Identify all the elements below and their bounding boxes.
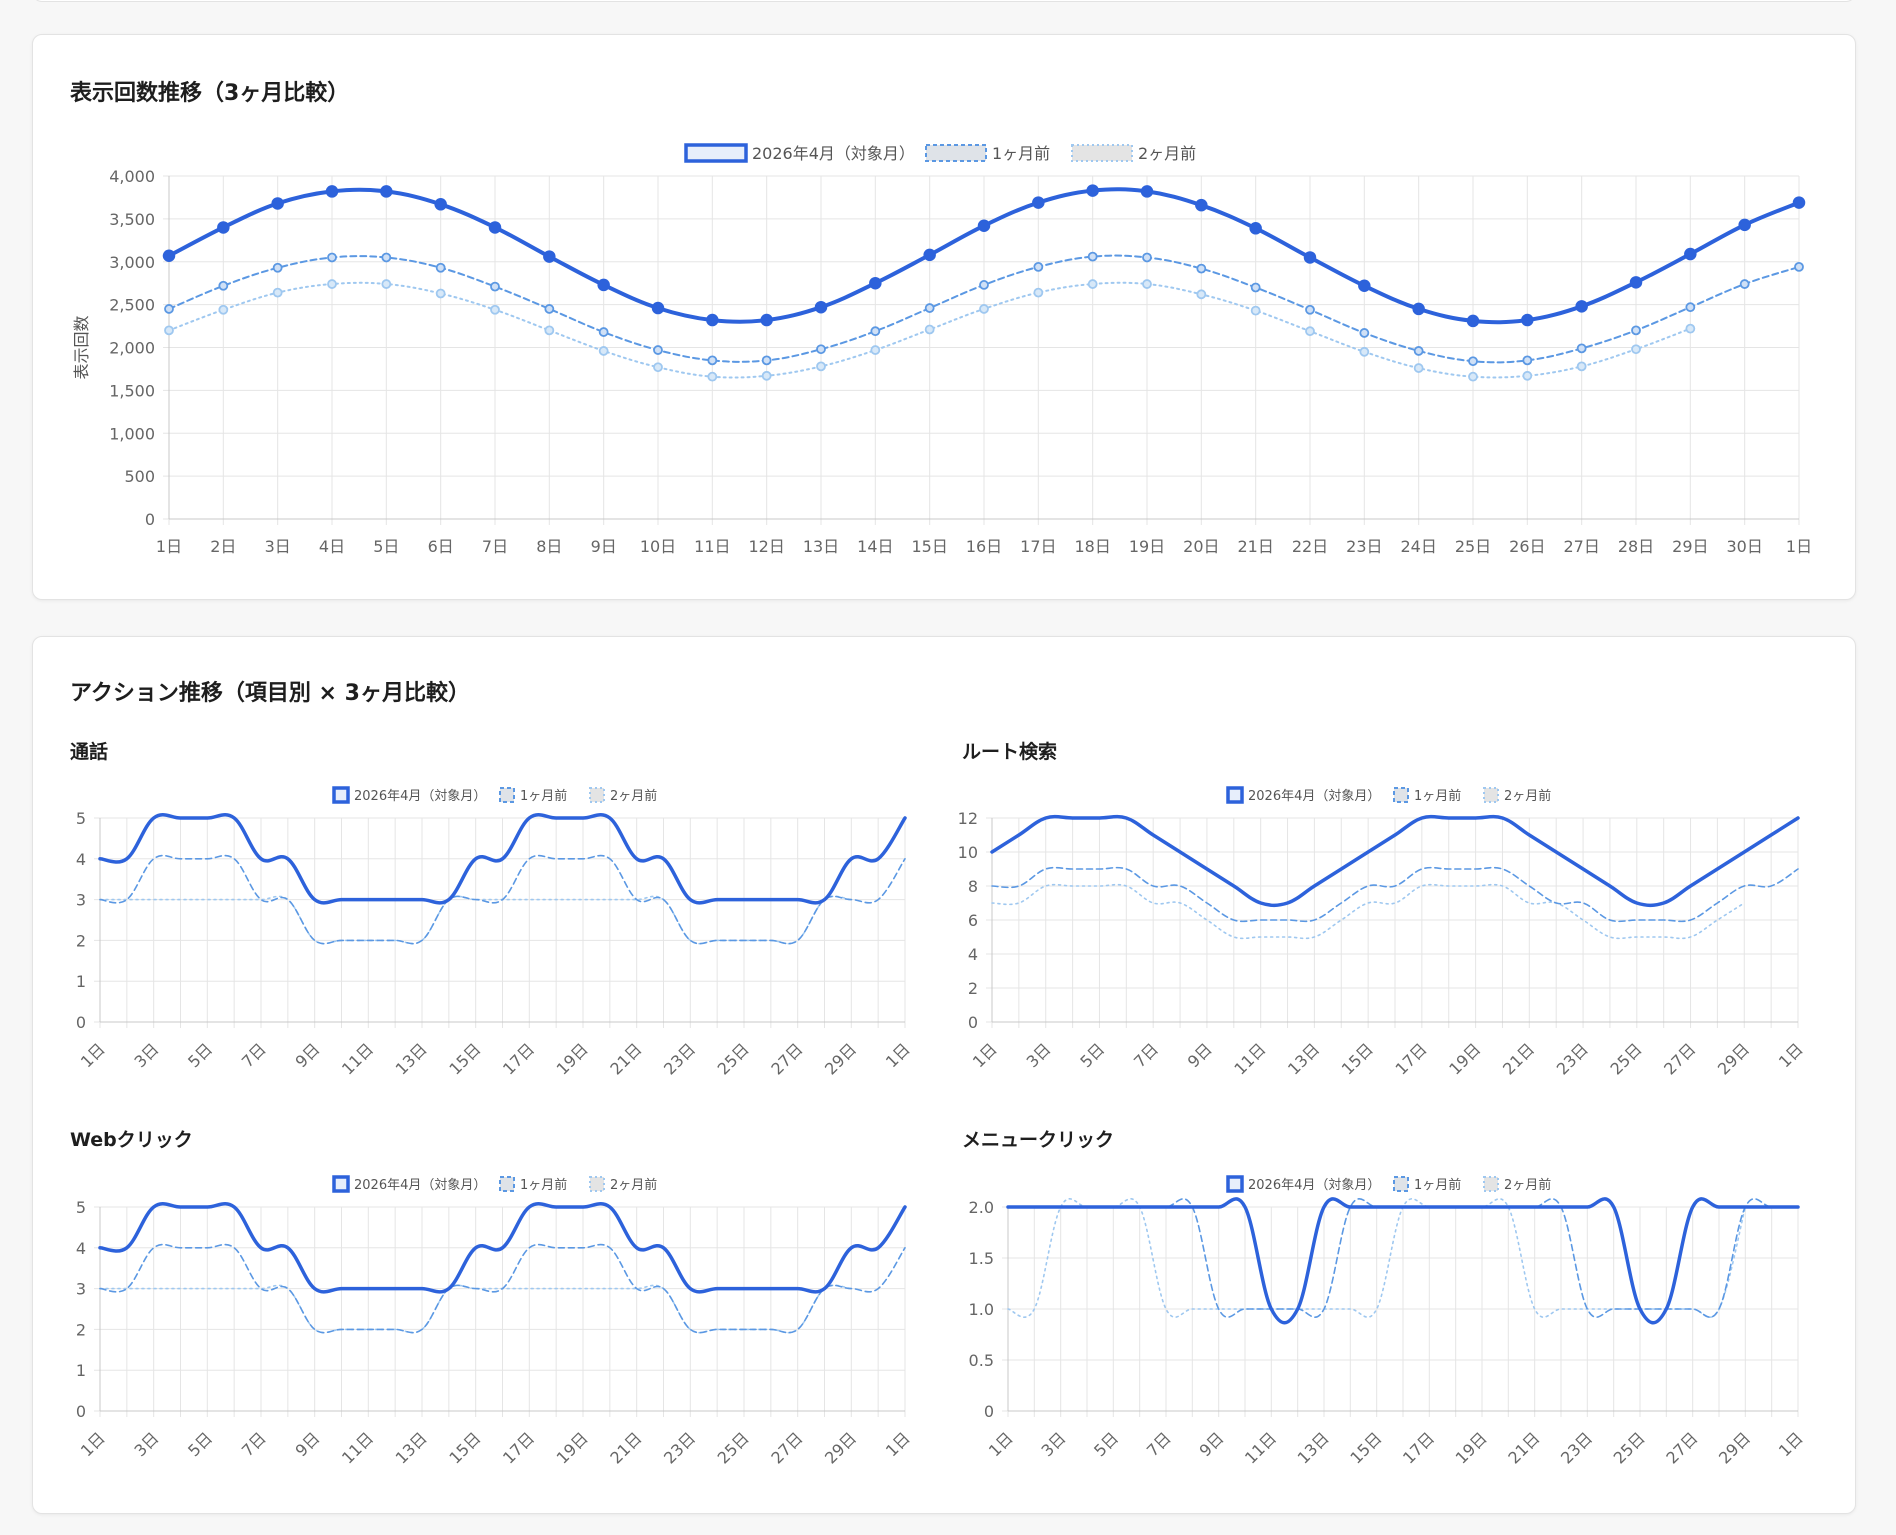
impressions-card: 表示回数推移（3ヶ月比較）: [32, 34, 1856, 600]
chart-title-web: Webクリック: [70, 1129, 193, 1151]
chart-title-route: ルート検索: [962, 741, 1058, 763]
previous-card-edge: [32, 0, 1856, 2]
chart-title-calls: 通話: [70, 741, 109, 763]
impressions-title: 表示回数推移（3ヶ月比較）: [70, 81, 350, 106]
chart-title-menu: メニュークリック: [962, 1129, 1115, 1151]
actions-card: アクション推移（項目別 × 3ヶ月比較） 通話 ルート検索 Webクリック メニ…: [32, 636, 1856, 1514]
actions-title: アクション推移（項目別 × 3ヶ月比較）: [70, 681, 470, 706]
